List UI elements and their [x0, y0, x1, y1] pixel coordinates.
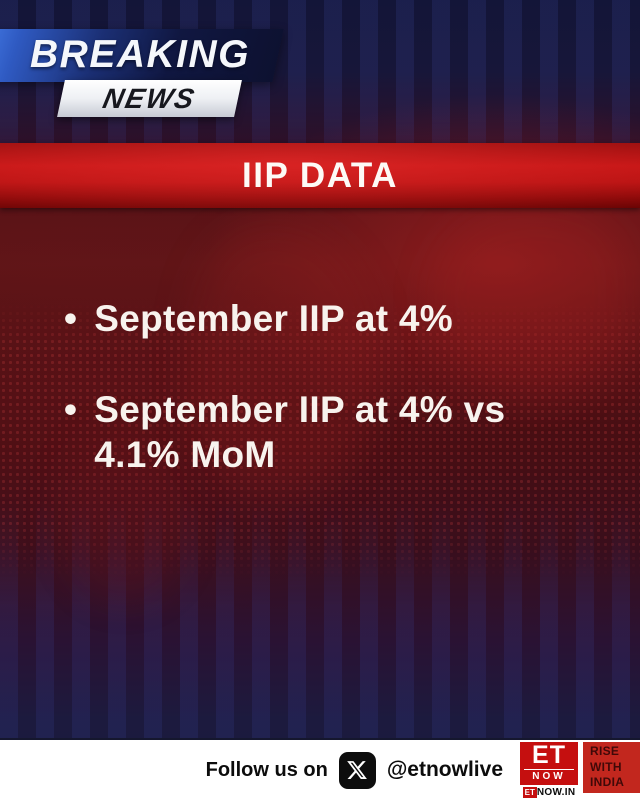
breaking-news-badge-plate: NEWS	[57, 80, 242, 117]
tagline-line: RISE	[590, 744, 620, 759]
news-point-text: September IIP at 4% vs 4.1% MoM	[94, 389, 506, 476]
etnow-logo-red-box: ET NOW	[520, 742, 578, 785]
breaking-label: BREAKING	[30, 33, 251, 76]
rise-with-india-tagline: RISE WITH INDIA	[583, 742, 640, 793]
bullet-icon: •	[64, 389, 78, 431]
tagline-line: INDIA	[590, 775, 625, 790]
etnow-logo-block: ET NOW ET NOW.IN RISE WITH INDIA	[520, 742, 640, 800]
x-logo-icon	[338, 751, 376, 789]
bullet-icon: •	[64, 298, 78, 339]
etnow-website-prefix: ET	[522, 787, 537, 798]
headline-banner: IIP DATA	[0, 143, 640, 208]
news-points-list: • September IIP at 4% • September IIP at…	[64, 296, 609, 523]
etnow-logo-et: ET	[532, 740, 566, 769]
etnow-website-suffix: NOW.IN	[536, 787, 576, 798]
curtain-stripes-bottom	[0, 498, 640, 738]
etnow-website: ET NOW.IN	[520, 785, 578, 800]
headline-title: IIP DATA	[242, 155, 398, 195]
footer-bar: Follow us on @etnowlive ET NOW ET NOW.IN	[0, 738, 640, 800]
tagline-line: WITH	[590, 759, 622, 774]
list-item: • September IIP at 4% vs 4.1% MoM	[64, 387, 609, 477]
follow-us-group: Follow us on @etnowlive	[205, 751, 503, 789]
news-point-text: September IIP at 4%	[94, 298, 453, 339]
etnow-logo-now: NOW	[524, 769, 574, 783]
follow-us-label: Follow us on	[205, 758, 328, 781]
list-item: • September IIP at 4%	[64, 296, 609, 341]
news-label: NEWS	[100, 82, 199, 114]
social-handle: @etnowlive	[386, 758, 503, 781]
etnow-logo: ET NOW ET NOW.IN	[520, 742, 578, 800]
